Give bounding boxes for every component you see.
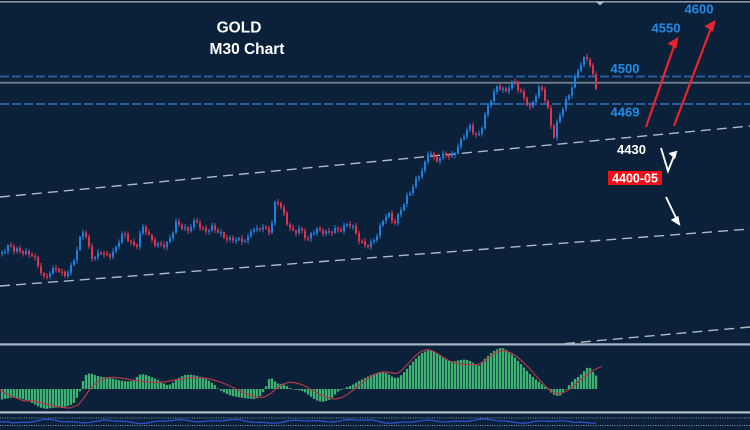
svg-text:4400-05: 4400-05 [612,172,658,186]
svg-text:4469: 4469 [611,105,640,120]
svg-text:4500: 4500 [611,61,640,76]
svg-text:4600: 4600 [685,2,714,17]
svg-text:4430: 4430 [617,142,646,157]
svg-text:M30 Chart: M30 Chart [210,41,285,58]
svg-text:GOLD: GOLD [217,20,262,37]
svg-text:4550: 4550 [652,21,681,36]
